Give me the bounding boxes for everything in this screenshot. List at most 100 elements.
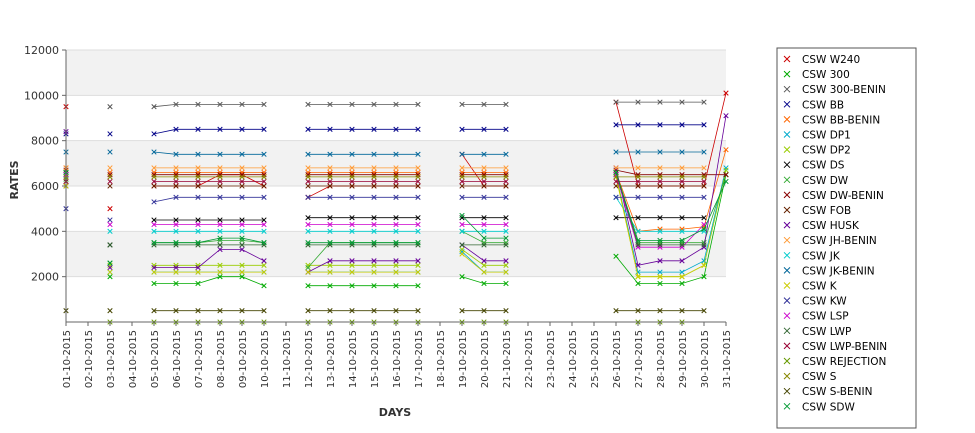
x-tick-label: 31-10-2015 [722,330,733,388]
data-point [349,151,355,157]
legend-item: CSW 300 [783,69,850,81]
data-point [503,174,509,180]
x-tick-label: 11-10-2015 [282,330,293,388]
legend-marker [783,297,791,304]
data-point [107,131,113,137]
data-point [393,221,399,228]
data-point [195,183,201,189]
data-point [723,147,729,153]
legend-item: CSW JH-BENIN [783,235,877,247]
data-point [239,172,245,178]
data-point [657,183,663,189]
data-point [327,262,333,268]
data-point [679,280,685,287]
data-point [173,228,179,234]
data-point [151,280,157,287]
series-line [615,149,727,232]
data-point [723,165,729,171]
data-point [151,183,157,189]
data-point [613,122,619,128]
data-point [679,308,685,314]
data-point [195,228,201,234]
data-point [239,169,245,176]
data-point [151,228,157,234]
data-point [679,122,685,128]
x-tick-label: 03-10-2015 [106,330,117,388]
legend-label: CSW SDW [802,401,855,413]
data-point [415,174,421,180]
data-point [613,308,619,314]
legend-item: CSW 300-BENIN [783,84,886,96]
x-tick-label: 14-10-2015 [348,330,359,388]
data-point [349,165,355,171]
series-14 [63,149,707,157]
legend-marker [783,342,791,350]
data-point [107,104,113,110]
data-point [261,174,267,180]
data-point [239,183,245,189]
data-point [481,194,487,200]
data-point [657,172,663,178]
data-point [195,165,201,171]
data-point [151,217,157,223]
x-tick-label: 15-10-2015 [370,330,381,388]
data-point [459,151,465,157]
data-point [657,240,663,246]
legend-label: CSW REJECTION [802,356,886,368]
data-point [701,226,707,232]
data-point [173,269,179,275]
data-point [305,240,311,246]
data-point [349,101,355,108]
data-point [371,228,377,234]
data-point [481,269,487,275]
data-point [701,174,707,180]
data-point [679,244,685,250]
data-point [349,169,355,176]
data-point [217,274,223,280]
data-point [151,169,157,176]
data-point [459,242,465,248]
x-tick-label: 30-10-2015 [700,330,711,388]
data-point [459,228,465,234]
series-3 [63,122,707,137]
data-point [657,215,663,221]
data-point [635,178,641,185]
legend-item: CSW REJECTION [783,356,886,368]
data-point [657,269,663,275]
legend-label: CSW BB-BENIN [802,114,880,126]
data-point [459,212,465,219]
legend-label: CSW K [802,281,838,293]
data-point [107,169,113,176]
data-point [459,274,465,280]
data-point [503,215,509,221]
data-point [393,174,399,180]
data-point [173,221,179,228]
data-point [349,194,355,200]
series-16 [63,194,707,223]
x-tick-label: 27-10-2015 [634,330,645,388]
x-tick-label: 16-10-2015 [392,330,403,388]
legend-marker [783,55,791,63]
data-point [723,172,729,178]
data-point [481,258,487,264]
data-point [459,169,465,176]
data-point [393,126,399,132]
data-point [371,269,377,275]
data-point [349,240,355,246]
data-point [349,269,355,275]
x-tick-label: 29-10-2015 [678,330,689,388]
data-point [503,194,509,200]
data-point [503,240,509,246]
data-point [217,165,223,171]
data-point [349,308,355,314]
data-point [305,283,311,289]
data-point [393,194,399,200]
legend-item: CSW BB [783,99,844,111]
data-point [481,126,487,132]
series-21 [63,174,707,180]
data-point [371,215,377,221]
legend-item: CSW DS [783,160,845,172]
data-point [173,280,179,287]
data-point [371,283,377,289]
data-point [701,149,707,155]
